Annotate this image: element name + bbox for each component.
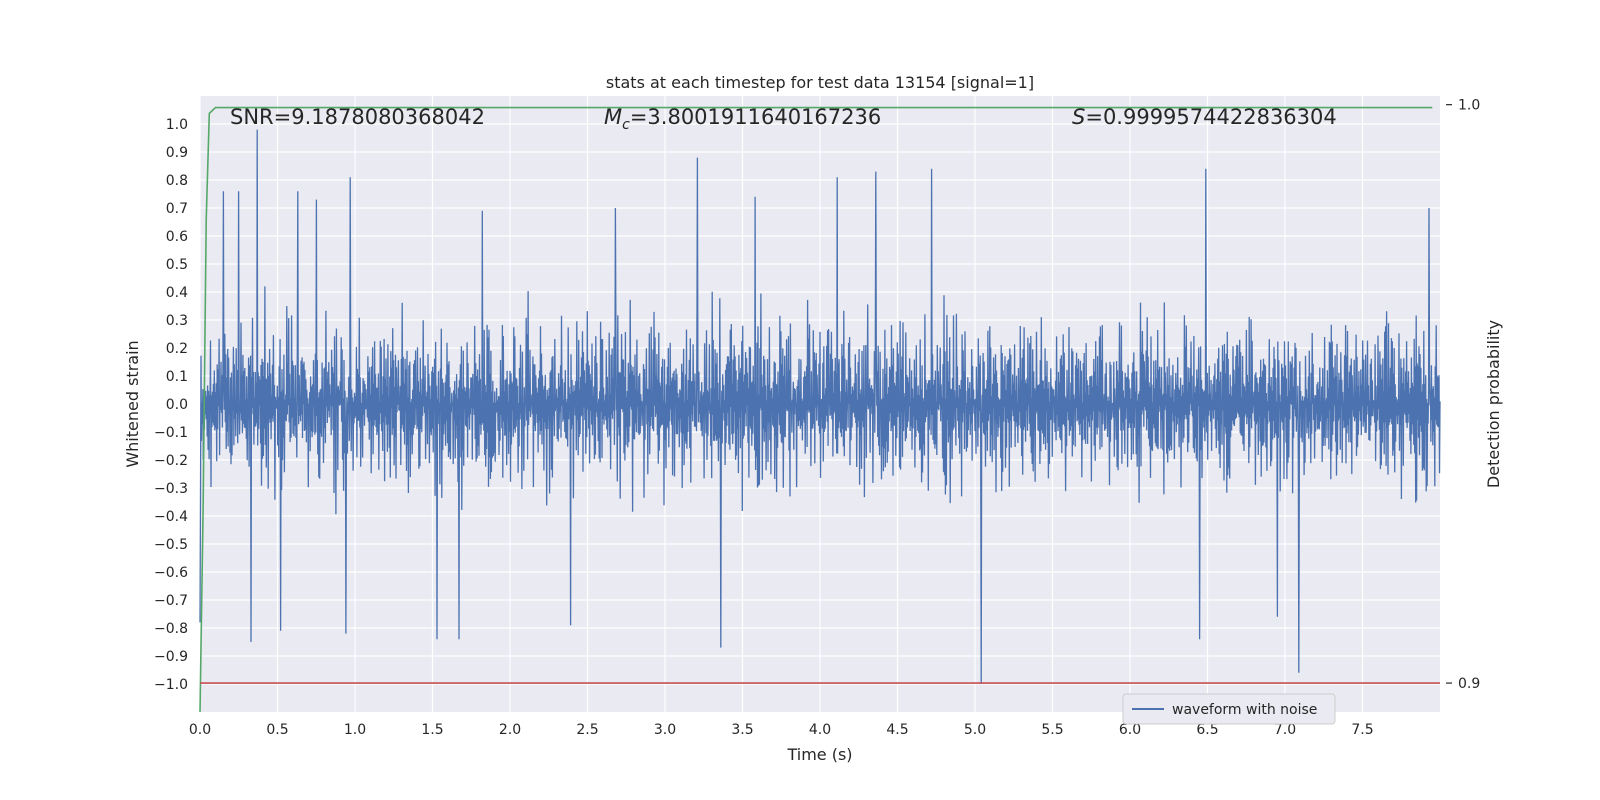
x-tick-label: 5.5 [1041,722,1063,738]
annotation-mc-subscript: c [622,117,630,133]
y-tick-label: 1.0 [166,117,188,133]
x-axis-ticks: 0.0 0.5 1.0 1.5 2.0 2.5 3.0 3.5 4.0 4.5 5.0 5.5 6.0 6… [189,722,1374,738]
annotation-mc-symbol: M [604,105,622,129]
y2-tick-label: 0.9 [1458,676,1480,692]
chart-title: stats at each timestep for test data 131… [606,73,1034,92]
x-axis-label: Time (s) [786,745,852,764]
annotation-s-value: =0.9999574422836304 [1085,105,1336,129]
y-tick-label: 0.7 [166,201,188,217]
annotation-mc: Mc=3.8001911640167236 [604,105,881,133]
y2-tick-label: 1.0 [1458,98,1480,114]
x-tick-label: 6.0 [1119,722,1141,738]
x-tick-label: 1.0 [344,722,366,738]
x-tick-label: 4.0 [809,722,831,738]
y-tick-label: −0.1 [154,425,188,441]
y2-axis-label: Detection probability [1484,320,1503,488]
y-tick-label: −1.0 [154,677,188,693]
y2-axis-ticks: 1.0 0.9 [1446,98,1480,692]
y-tick-label: 0.8 [166,173,188,189]
legend-label-waveform: waveform with noise [1172,702,1317,718]
x-tick-label: 6.5 [1196,722,1218,738]
x-tick-label: 0.5 [266,722,288,738]
y-tick-label: 0.5 [166,257,188,273]
y-tick-label: 0.3 [166,313,188,329]
y-tick-label: 0.4 [166,285,188,301]
y-tick-label: −0.7 [154,593,188,609]
x-tick-label: 5.0 [964,722,986,738]
y-tick-label: 0.0 [166,397,188,413]
y-tick-label: −0.5 [154,537,188,553]
y-tick-label: 0.6 [166,229,188,245]
y-tick-label: −0.4 [154,509,188,525]
x-tick-label: 1.5 [421,722,443,738]
legend: waveform with noise [1122,693,1336,725]
x-tick-label: 4.5 [886,722,908,738]
y-axis-label: Whitened strain [123,340,142,467]
series-waveform-with-noise [199,129,1441,685]
x-tick-label: 7.0 [1274,722,1296,738]
series-detection-probability [199,106,1433,713]
x-tick-label: 2.5 [576,722,598,738]
series-layer [199,106,1441,713]
y-tick-label: −0.8 [154,621,188,637]
legend-box [1122,693,1336,725]
annotation-snr: SNR=9.1878080368042 [230,105,485,129]
annotation-s-symbol: S [1072,105,1085,129]
x-tick-label: 2.0 [499,722,521,738]
y-tick-label: −0.6 [154,565,188,581]
x-tick-label: 7.5 [1351,722,1373,738]
y-axis-ticks: 1.0 0.9 0.8 0.7 0.6 0.5 0.4 0.3 0.2 0.1 0.0 −0.1 −0.… [154,117,188,693]
x-tick-label: 3.5 [731,722,753,738]
y-tick-label: −0.3 [154,481,188,497]
x-tick-label: 0.0 [189,722,211,738]
y-tick-label: 0.9 [166,145,188,161]
y-tick-label: 0.1 [166,369,188,385]
annotation-s: S=0.9999574422836304 [1072,105,1337,129]
x-tick-label: 3.0 [654,722,676,738]
y-tick-label: −0.2 [154,453,188,469]
annotation-mc-value: =3.8001911640167236 [630,105,881,129]
y-tick-label: −0.9 [154,649,188,665]
y-tick-label: 0.2 [166,341,188,357]
